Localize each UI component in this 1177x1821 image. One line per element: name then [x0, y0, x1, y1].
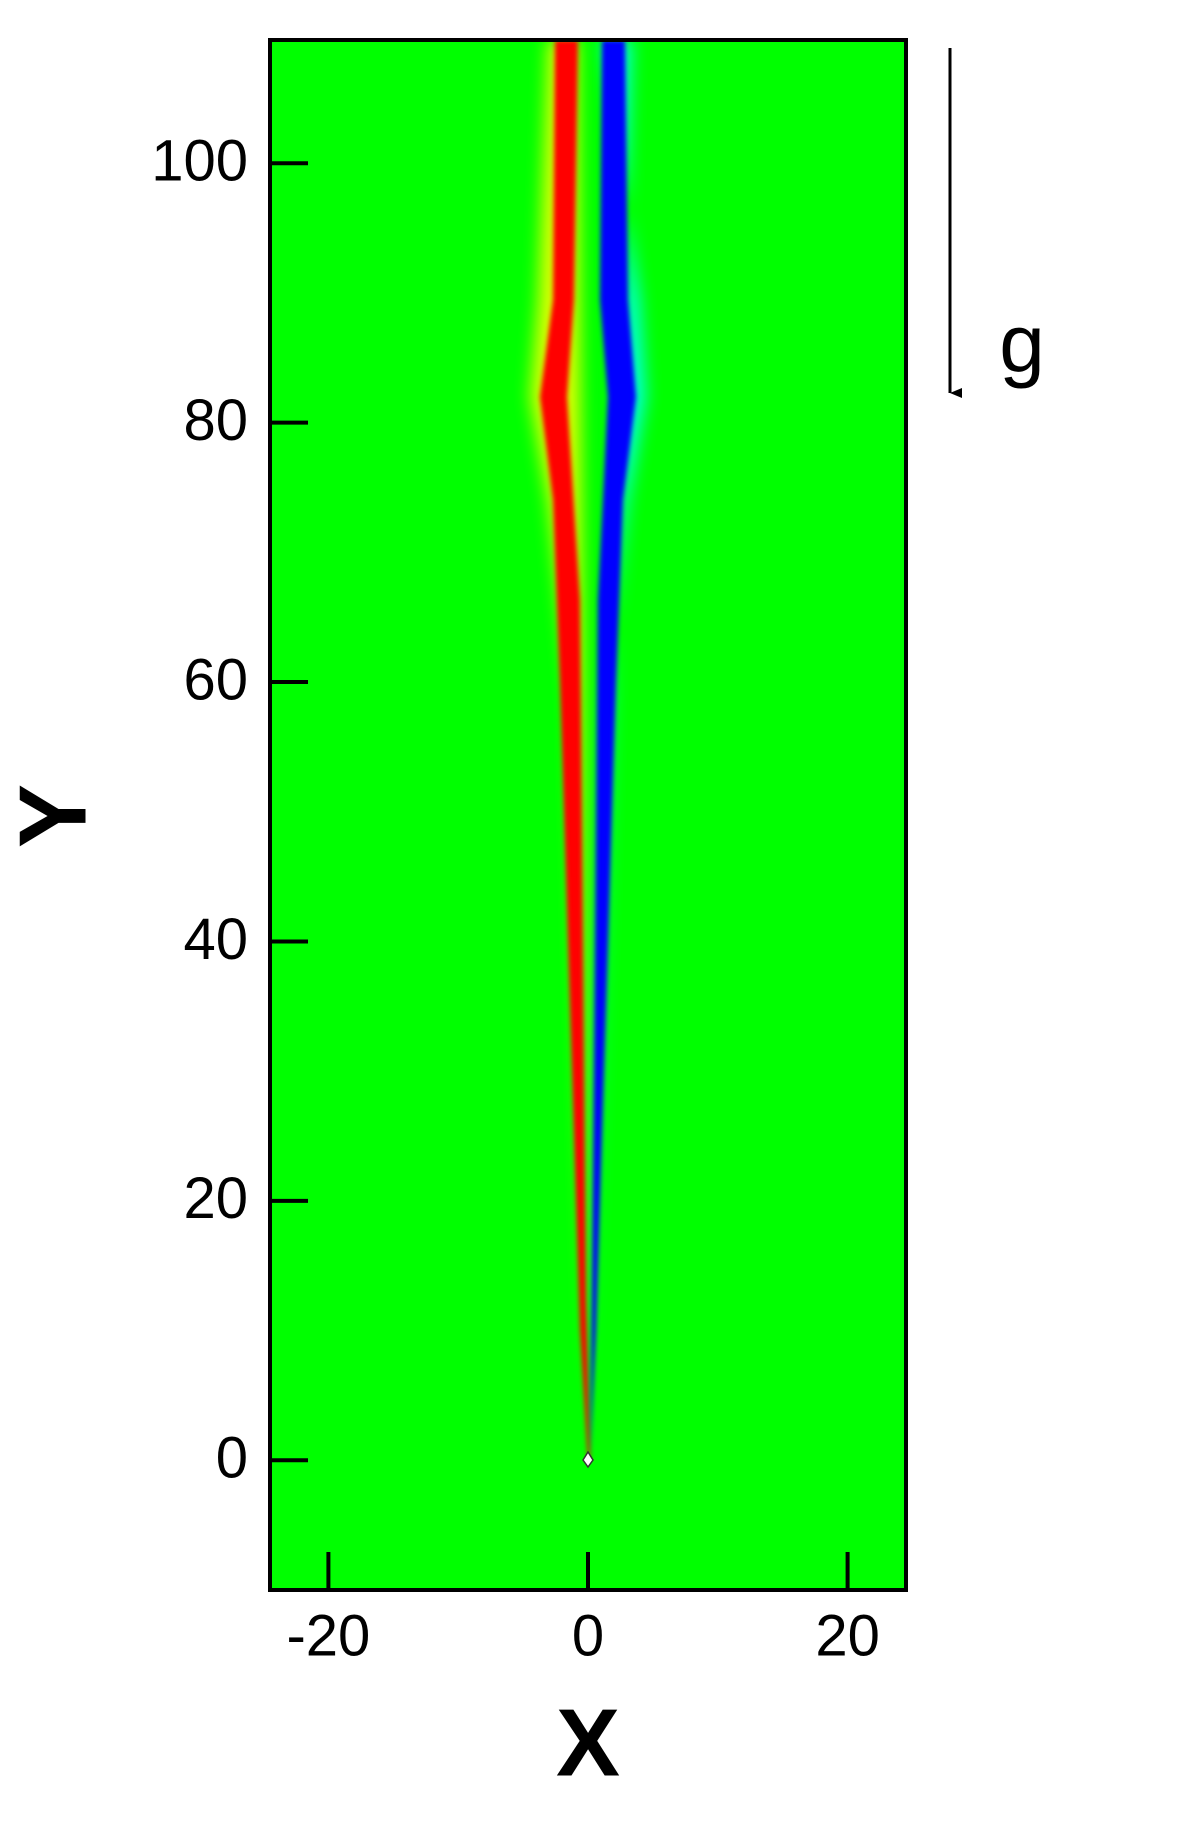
x-tick-label: 0 [572, 1603, 604, 1668]
x-tick-label: 20 [815, 1603, 880, 1668]
y-axis-label: Y [0, 784, 106, 848]
plot-background [270, 40, 906, 1590]
negative-band [590, 40, 636, 1460]
y-tick-label: 40 [183, 907, 248, 972]
y-tick-label: 100 [151, 129, 248, 194]
y-tick-label: 0 [216, 1426, 248, 1491]
x-axis-label: X [556, 1689, 620, 1796]
plume [530, 40, 646, 1469]
y-tick-label: 80 [183, 388, 248, 453]
y-tick-label: 60 [183, 647, 248, 712]
x-tick-label: -20 [286, 1603, 370, 1668]
positive-band [540, 40, 590, 1460]
gravity-label: g [999, 299, 1045, 390]
y-tick-label: 20 [183, 1166, 248, 1231]
source-marker [582, 1450, 594, 1469]
